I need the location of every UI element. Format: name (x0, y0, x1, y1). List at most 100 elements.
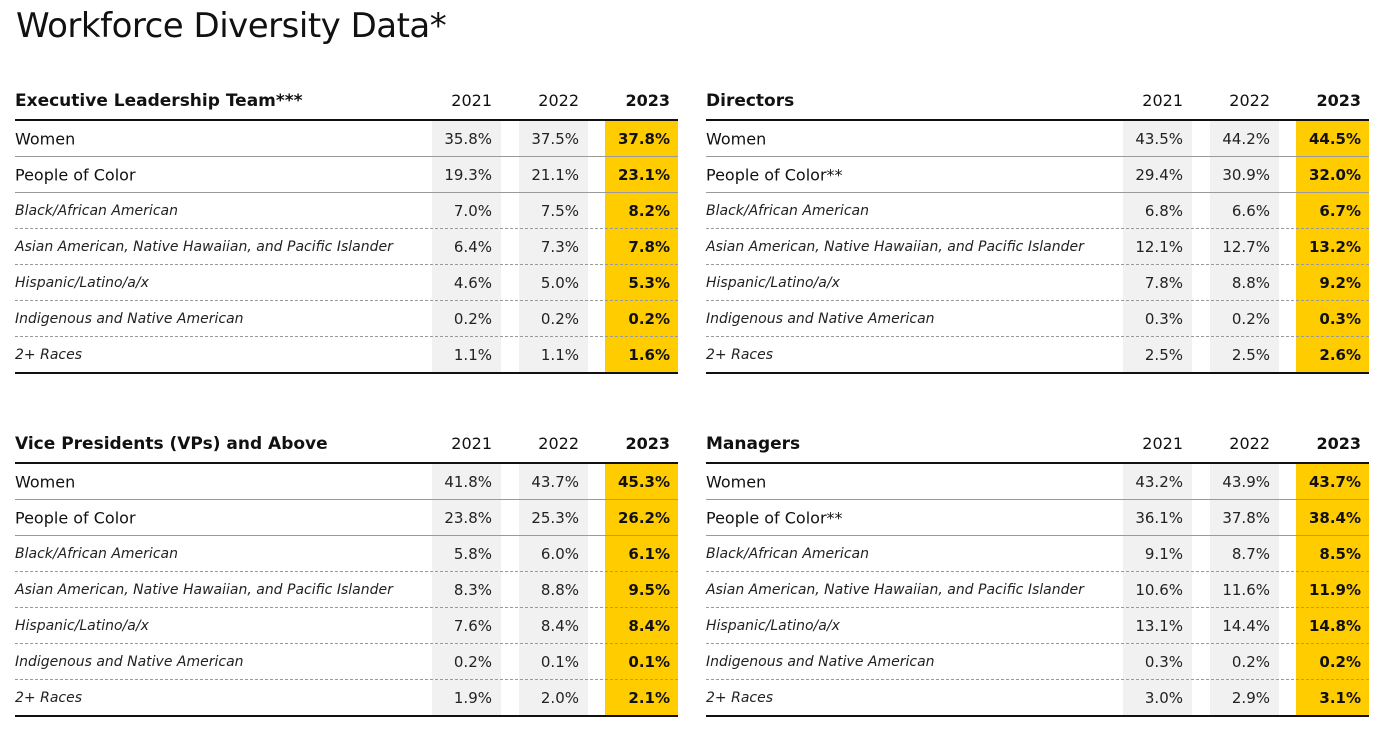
table-vice-presidents: Vice Presidents (VPs) and Above 2021 202… (15, 425, 678, 717)
row-label: Asian American, Native Hawaiian, and Pac… (15, 238, 393, 255)
row-label: Women (15, 129, 76, 148)
year-header: 2023 (1316, 91, 1361, 110)
cell-2021: 13.1% (1135, 616, 1183, 635)
cell-2023: 0.1% (628, 652, 670, 671)
cell-2022: 43.7% (531, 472, 579, 491)
row-label: Hispanic/Latino/a/x (706, 274, 840, 291)
row-label: 2+ Races (15, 346, 82, 363)
cell-2023: 8.5% (1319, 544, 1361, 563)
cell-2023: 37.8% (617, 129, 670, 148)
cell-2021: 19.3% (444, 165, 492, 184)
row-label: Indigenous and Native American (706, 310, 935, 327)
table-managers: Managers 2021 2022 2023 Women 43.2% 43.9… (706, 425, 1369, 717)
cell-2021: 1.1% (453, 345, 492, 364)
cell-2023: 11.9% (1308, 580, 1361, 599)
cell-2023: 14.8% (1308, 616, 1361, 635)
cell-2023: 0.2% (628, 309, 670, 328)
shade-column-2021 (432, 463, 501, 715)
cell-2021: 43.5% (1135, 129, 1183, 148)
row-label: Hispanic/Latino/a/x (15, 274, 149, 291)
cell-2021: 0.2% (453, 309, 492, 328)
cell-2021: 2.5% (1144, 345, 1183, 364)
table-row: People of Color 23.8% 25.3% 26.2% (15, 500, 678, 536)
cell-2021: 3.0% (1144, 688, 1183, 707)
cell-2022: 2.0% (540, 688, 579, 707)
table-row: Women 43.2% 43.9% 43.7% (706, 464, 1369, 500)
cell-2022: 7.3% (540, 237, 579, 256)
cell-2022: 1.1% (540, 345, 579, 364)
cell-2021: 29.4% (1135, 165, 1183, 184)
table-row: People of Color** 29.4% 30.9% 32.0% (706, 157, 1369, 193)
year-header: 2021 (1142, 434, 1183, 453)
cell-2022: 7.5% (540, 201, 579, 220)
table-row: Hispanic/Latino/a/x 7.6% 8.4% 8.4% (15, 608, 678, 644)
cell-2022: 0.2% (1231, 652, 1270, 671)
table-executive-leadership: Executive Leadership Team*** 2021 2022 2… (15, 82, 678, 374)
cell-2022: 11.6% (1222, 580, 1270, 599)
page-title: Workforce Diversity Data* (16, 6, 447, 46)
cell-2021: 12.1% (1135, 237, 1183, 256)
table-directors: Directors 2021 2022 2023 Women 43.5% 44.… (706, 82, 1369, 374)
cell-2021: 7.0% (453, 201, 492, 220)
cell-2021: 9.1% (1144, 544, 1183, 563)
highlight-column-2023 (1296, 463, 1369, 715)
table-row: Black/African American 5.8% 6.0% 6.1% (15, 536, 678, 572)
table-row: 2+ Races 2.5% 2.5% 2.6% (706, 337, 1369, 374)
table-row: Women 43.5% 44.2% 44.5% (706, 121, 1369, 157)
row-label: 2+ Races (706, 689, 773, 706)
cell-2021: 5.8% (453, 544, 492, 563)
cell-2022: 43.9% (1222, 472, 1270, 491)
row-label: Asian American, Native Hawaiian, and Pac… (706, 581, 1084, 598)
table-title: Directors (706, 90, 795, 111)
row-label: Hispanic/Latino/a/x (15, 617, 149, 634)
row-label: People of Color (15, 165, 136, 184)
table-row: Women 41.8% 43.7% 45.3% (15, 464, 678, 500)
cell-2022: 0.1% (540, 652, 579, 671)
table-title: Vice Presidents (VPs) and Above (15, 433, 328, 454)
table-row: 2+ Races 1.1% 1.1% 1.6% (15, 337, 678, 374)
year-header: 2023 (1316, 434, 1361, 453)
table-row: Women 35.8% 37.5% 37.8% (15, 121, 678, 157)
cell-2023: 9.5% (628, 580, 670, 599)
table-header: Executive Leadership Team*** 2021 2022 2… (15, 82, 678, 121)
cell-2022: 37.8% (1222, 508, 1270, 527)
shade-column-2022 (519, 463, 588, 715)
cell-2023: 26.2% (617, 508, 670, 527)
shade-column-2021 (1123, 120, 1192, 372)
table-row: Asian American, Native Hawaiian, and Pac… (15, 572, 678, 608)
cell-2021: 36.1% (1135, 508, 1183, 527)
cell-2023: 0.3% (1319, 309, 1361, 328)
cell-2022: 25.3% (531, 508, 579, 527)
cell-2023: 6.7% (1319, 201, 1361, 220)
table-row: Black/African American 7.0% 7.5% 8.2% (15, 193, 678, 229)
cell-2022: 14.4% (1222, 616, 1270, 635)
cell-2023: 23.1% (617, 165, 670, 184)
year-header: 2021 (1142, 91, 1183, 110)
cell-2023: 13.2% (1308, 237, 1361, 256)
table-header: Managers 2021 2022 2023 (706, 425, 1369, 464)
cell-2022: 21.1% (531, 165, 579, 184)
shade-column-2022 (1210, 120, 1279, 372)
table-row: People of Color 19.3% 21.1% 23.1% (15, 157, 678, 193)
cell-2021: 10.6% (1135, 580, 1183, 599)
row-label: 2+ Races (15, 689, 82, 706)
highlight-column-2023 (605, 120, 678, 372)
cell-2023: 1.6% (628, 345, 670, 364)
cell-2022: 6.0% (540, 544, 579, 563)
cell-2023: 2.1% (628, 688, 670, 707)
cell-2022: 5.0% (540, 273, 579, 292)
highlight-column-2023 (605, 463, 678, 715)
cell-2022: 44.2% (1222, 129, 1270, 148)
table-row: Asian American, Native Hawaiian, and Pac… (15, 229, 678, 265)
row-label: People of Color** (706, 165, 843, 184)
cell-2022: 37.5% (531, 129, 579, 148)
shade-column-2022 (1210, 463, 1279, 715)
table-title: Managers (706, 433, 801, 454)
table-row: Indigenous and Native American 0.2% 0.1%… (15, 644, 678, 680)
cell-2021: 43.2% (1135, 472, 1183, 491)
row-label: Asian American, Native Hawaiian, and Pac… (15, 581, 393, 598)
table-row: Indigenous and Native American 0.3% 0.2%… (706, 301, 1369, 337)
cell-2023: 9.2% (1319, 273, 1361, 292)
cell-2023: 5.3% (628, 273, 670, 292)
cell-2023: 0.2% (1319, 652, 1361, 671)
